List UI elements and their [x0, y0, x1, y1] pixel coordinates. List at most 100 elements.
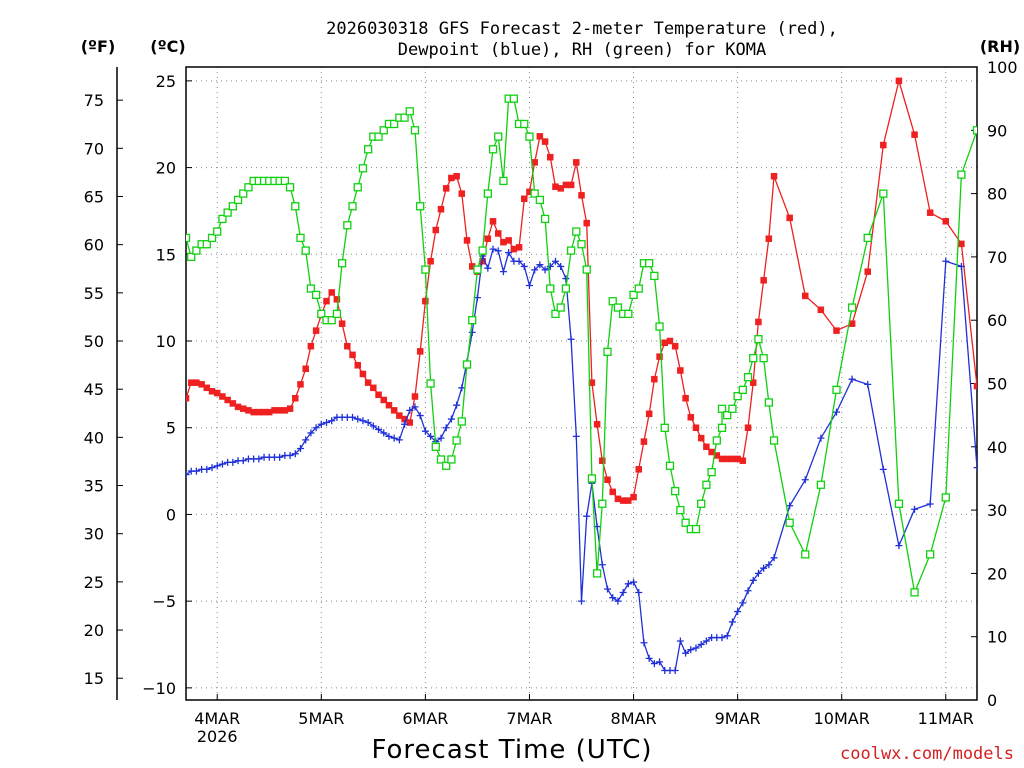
- dewpoint-point: [1020, 584, 1024, 591]
- dewpoint-point: [562, 275, 570, 283]
- rh-point: [728, 404, 737, 413]
- rh-point: [410, 126, 420, 135]
- temperature-point: [432, 226, 440, 234]
- rh-point: [525, 132, 534, 141]
- dewpoint-point: [817, 434, 825, 442]
- temperature-point: [224, 396, 231, 404]
- dewpoint-point: [411, 403, 419, 411]
- fahrenheit-tick-label: 65: [84, 187, 104, 206]
- rh-point: [311, 290, 321, 300]
- dewpoint-point: [218, 460, 226, 468]
- dewpoint-point: [656, 658, 664, 666]
- dewpoint-point: [255, 455, 263, 463]
- temperature-point: [990, 409, 996, 415]
- dewpoint-point: [598, 561, 606, 569]
- temperature-point: [786, 214, 793, 222]
- fahrenheit-tick-label: 70: [84, 139, 104, 158]
- plot-frame: [185, 66, 978, 701]
- dewpoint-point: [604, 585, 612, 593]
- temperature-point: [692, 424, 700, 431]
- temperature-point: [755, 318, 762, 326]
- rh-tick-label: 90: [987, 121, 1007, 140]
- dewpoint-point: [546, 262, 554, 270]
- temperature-point: [442, 185, 450, 192]
- rh-point: [582, 265, 591, 274]
- dewpoint-point: [754, 569, 762, 577]
- rh-point: [566, 246, 576, 255]
- fahrenheit-tick-label: 45: [84, 380, 104, 399]
- x-tick-label: 10MAR: [814, 709, 870, 728]
- temperature-point: [286, 405, 294, 412]
- dewpoint-point: [354, 415, 362, 423]
- temperature-point: [958, 240, 965, 248]
- rh-point: [400, 113, 409, 122]
- rh-tick-label: 40: [987, 438, 1007, 457]
- rh-point: [926, 550, 935, 559]
- dewpoint-point: [291, 450, 299, 458]
- temperature-point: [453, 173, 460, 180]
- dewpoint-point: [650, 660, 658, 668]
- dewpoint-point: [801, 476, 809, 484]
- rh-point: [285, 183, 295, 192]
- temperature-point: [895, 77, 903, 85]
- rh-point: [691, 524, 701, 534]
- rh-point: [499, 176, 508, 186]
- rh-tick-label: 100: [987, 58, 1018, 77]
- dewpoint-point: [416, 412, 424, 420]
- temperature-point: [521, 195, 528, 203]
- temperature-point: [583, 219, 590, 227]
- rh-point: [723, 410, 732, 420]
- dewpoint-point: [317, 420, 325, 428]
- rh-point: [421, 265, 430, 274]
- fahrenheit-tick-label: 35: [84, 477, 104, 496]
- rh-tick-label: 0: [987, 691, 997, 710]
- rh-point: [847, 303, 857, 312]
- dewpoint-point: [635, 588, 643, 596]
- dewpoint-point: [499, 268, 507, 276]
- dewpoint-point: [192, 467, 200, 475]
- rh-point: [353, 183, 362, 192]
- dewpoint-point: [390, 434, 398, 442]
- temperature-point: [817, 306, 825, 314]
- dewpoint-point: [186, 471, 190, 479]
- dewpoint-point: [957, 262, 965, 270]
- rh-point: [592, 569, 602, 578]
- rh-point: [671, 486, 680, 496]
- temperature-point: [396, 412, 403, 419]
- temperature-point: [390, 407, 398, 414]
- temperature-point: [625, 497, 632, 504]
- rh-unit-label: (RH): [980, 37, 1020, 56]
- celsius-tick-label: 10: [156, 332, 176, 351]
- dewpoint-point: [525, 282, 533, 290]
- rh-point: [494, 132, 503, 141]
- rh-point: [452, 436, 461, 445]
- credit-text: coolwx.com/models: [840, 744, 1014, 764]
- rh-point: [551, 309, 560, 319]
- temperature-point: [375, 391, 382, 399]
- dewpoint-point: [494, 247, 502, 255]
- rh-point: [910, 588, 919, 597]
- x-tick-label: 9MAR: [715, 709, 761, 728]
- dewpoint-point: [744, 587, 752, 595]
- temperature-point: [833, 327, 840, 334]
- dewpoint-point: [203, 465, 211, 473]
- rh-point: [337, 259, 347, 268]
- dewpoint-point: [734, 608, 742, 616]
- rh-point: [207, 233, 217, 243]
- rh-tick-label: 70: [987, 248, 1007, 267]
- dewpoint-point: [832, 408, 840, 416]
- celsius-tick-label: −10: [142, 679, 176, 698]
- rh-point: [972, 126, 977, 135]
- dewpoint-point: [614, 597, 622, 605]
- rh-point: [244, 183, 253, 192]
- rh-point: [462, 360, 472, 369]
- temperature-point: [630, 493, 637, 501]
- dewpoint-point: [765, 561, 773, 569]
- dewpoint-point: [302, 436, 310, 444]
- rh-point: [332, 309, 342, 319]
- dewpoint-point: [572, 432, 580, 440]
- temperature-point: [802, 292, 809, 300]
- rh-point: [989, 228, 996, 235]
- dewpoint-point: [369, 422, 377, 430]
